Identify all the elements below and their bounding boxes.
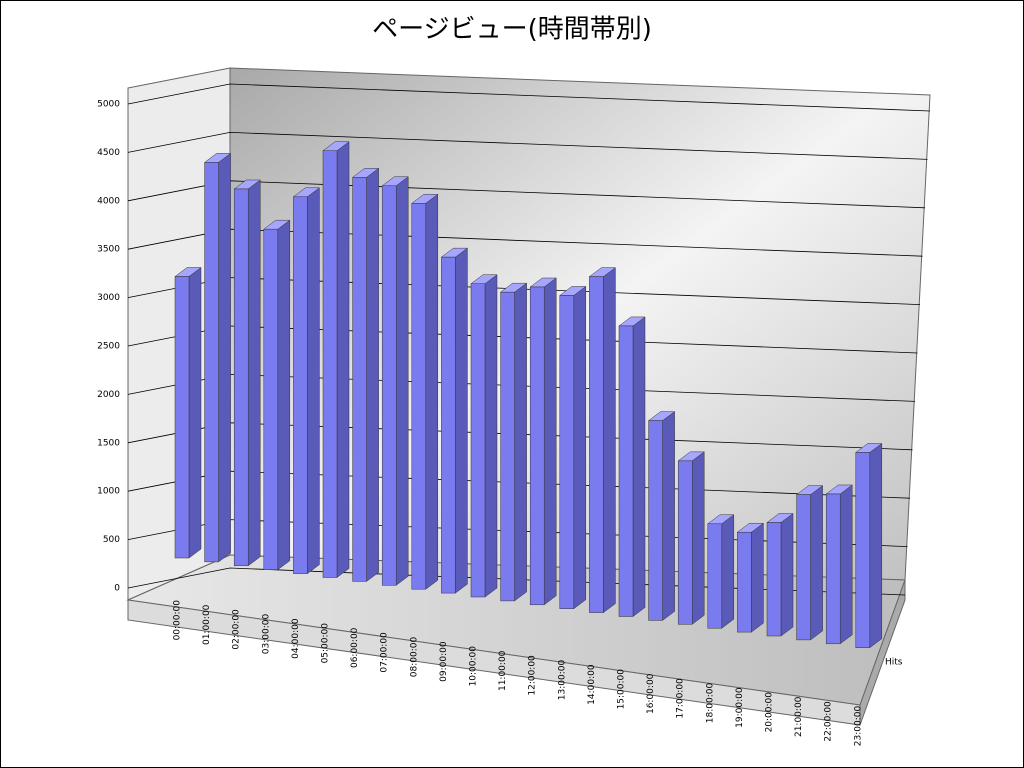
x-tick-label: 02:00:00 (232, 609, 242, 650)
bar (411, 203, 427, 590)
y-tick-label: 4000 (97, 196, 120, 206)
x-tick-label: 13:00:00 (557, 660, 567, 701)
x-tick-label: 14:00:00 (587, 664, 597, 705)
y-tick-label: 5000 (97, 100, 120, 110)
x-tick-label: 18:00:00 (705, 683, 715, 724)
bar (293, 196, 308, 574)
bar-side (218, 152, 231, 563)
x-tick-label: 22:00:00 (824, 701, 834, 742)
bar-side (514, 282, 527, 602)
bar (707, 523, 723, 629)
x-tick-label: 19:00:00 (735, 687, 745, 728)
bar-side (869, 442, 883, 649)
bar (855, 452, 871, 648)
bar (766, 522, 782, 637)
y-tick-label: 2500 (97, 342, 120, 352)
bar-side (780, 513, 794, 637)
bar-side (247, 179, 261, 567)
y-tick-label: 3000 (97, 293, 120, 303)
bar-side (395, 176, 409, 586)
bar-side (277, 219, 291, 571)
bar (174, 276, 190, 559)
x-tick-label: 11:00:00 (498, 650, 508, 691)
bar-side (307, 187, 320, 575)
x-tick-label: 06:00:00 (350, 627, 360, 668)
legend-entry: Hits (885, 658, 903, 668)
x-tick-label: 21:00:00 (794, 696, 804, 737)
bar-side (366, 167, 379, 582)
bar-side (455, 247, 468, 594)
bar (589, 276, 604, 613)
bar-side (839, 484, 853, 645)
x-tick-label: 08:00:00 (409, 637, 419, 678)
bar (500, 291, 515, 602)
grid-line (127, 83, 931, 112)
bar (381, 185, 397, 586)
x-tick-label: 03:00:00 (261, 614, 271, 655)
bar-side (543, 277, 557, 606)
bar (648, 420, 663, 621)
bar-side (691, 451, 705, 625)
bar-side (573, 285, 587, 610)
bar-side (751, 522, 764, 633)
x-tick-label: 10:00:00 (469, 646, 479, 687)
bar-side (336, 141, 350, 578)
x-tick-label: 09:00:00 (439, 641, 449, 682)
bar (618, 325, 634, 617)
bar (470, 283, 486, 598)
bar-side (425, 193, 439, 590)
x-tick-label: 07:00:00 (380, 632, 390, 673)
bar-side (810, 485, 823, 641)
bar (441, 256, 456, 594)
bar-side (721, 514, 735, 629)
x-tick-label: 23:00:00 (853, 706, 863, 747)
bar (796, 494, 811, 641)
y-tick-label: 3500 (97, 245, 120, 255)
y-tick-label: 4500 (97, 148, 120, 158)
bar (529, 286, 545, 606)
x-tick-label: 17:00:00 (676, 678, 686, 719)
x-tick-label: 16:00:00 (646, 673, 656, 714)
bar (322, 150, 338, 578)
bar (352, 177, 367, 582)
bar (737, 531, 752, 633)
bar (204, 162, 219, 563)
bar-side (662, 411, 675, 621)
bar (263, 228, 279, 570)
y-tick-label: 1500 (97, 438, 120, 448)
grid-line (127, 131, 928, 160)
bar (233, 188, 249, 567)
x-tick-label: 00:00:00 (173, 600, 183, 641)
y-tick-label: 1000 (97, 487, 120, 497)
x-tick-label: 01:00:00 (202, 604, 212, 645)
x-tick-label: 12:00:00 (528, 655, 538, 696)
x-tick-label: 04:00:00 (291, 618, 301, 659)
bar (825, 493, 841, 645)
chart-title: ページビュー(時間帯別) (372, 15, 652, 45)
y-tick-label: 500 (103, 535, 120, 545)
y-tick-label: 2000 (97, 390, 120, 400)
floor-side (859, 579, 906, 726)
bar-side (603, 267, 616, 614)
x-tick-label: 05:00:00 (321, 623, 331, 664)
bar-side (188, 267, 202, 559)
bar-side (484, 274, 498, 598)
y-tick-label: 0 (114, 584, 120, 594)
x-tick-label: 20:00:00 (765, 692, 775, 733)
bar-side (632, 316, 646, 617)
bar (677, 460, 693, 625)
bar (559, 295, 575, 609)
x-tick-label: 15:00:00 (617, 669, 627, 710)
